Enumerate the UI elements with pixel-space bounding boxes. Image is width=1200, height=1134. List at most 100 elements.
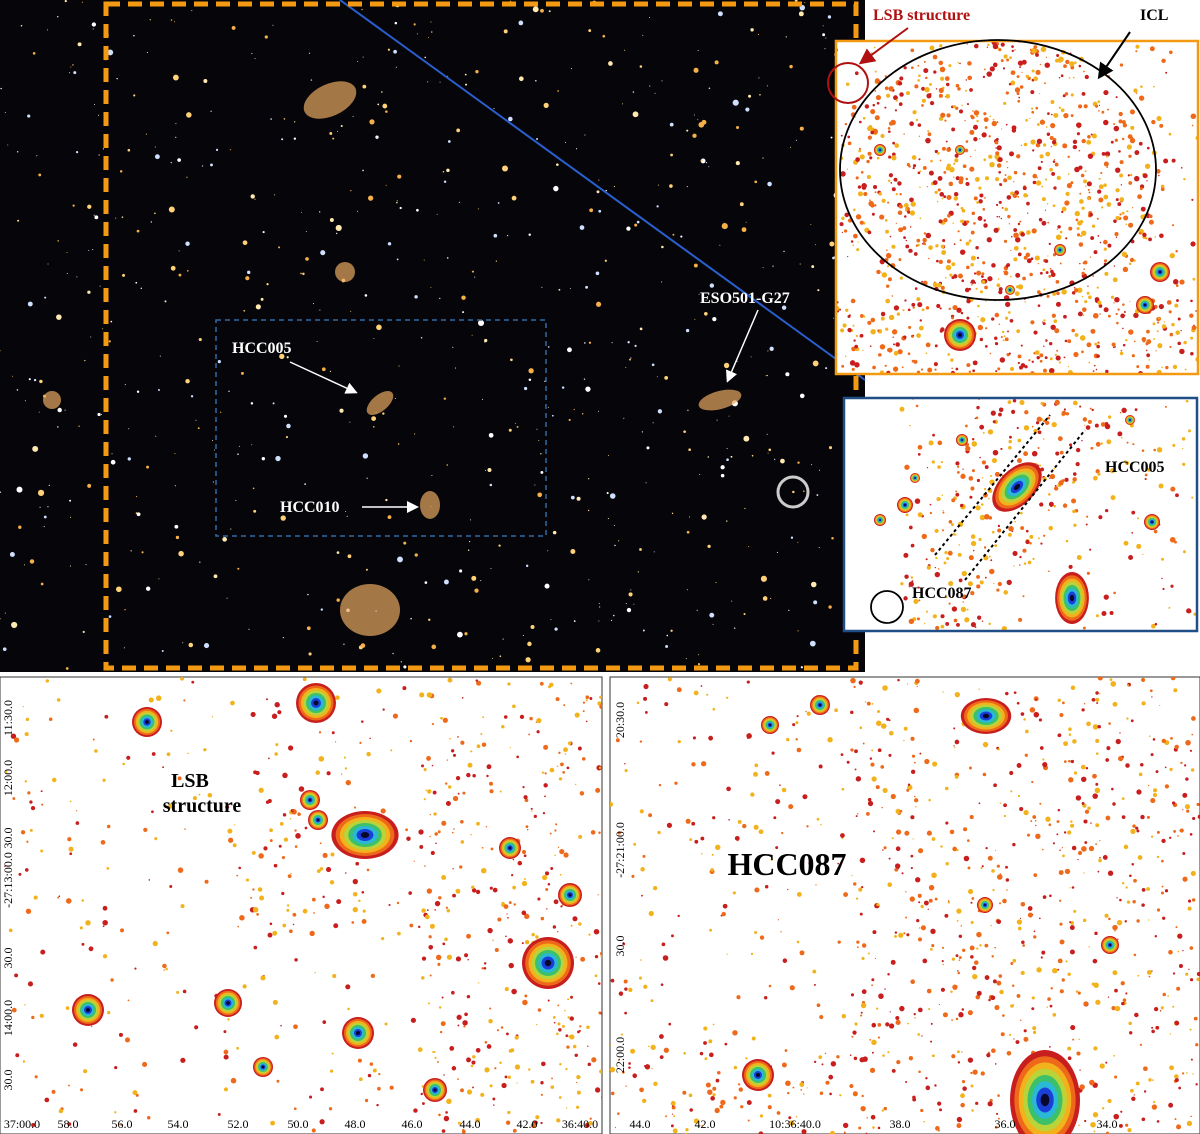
star	[4, 111, 6, 113]
star	[174, 524, 179, 529]
noise	[466, 933, 471, 939]
noise	[618, 1059, 620, 1062]
noise	[1172, 443, 1176, 447]
noise	[537, 897, 541, 901]
star	[47, 506, 49, 508]
star	[687, 409, 689, 411]
noise	[239, 915, 245, 921]
noise	[923, 622, 926, 625]
noise	[771, 751, 775, 755]
noise	[1017, 438, 1022, 443]
y-tick-label: 11:30.0	[1, 700, 15, 736]
noise	[938, 87, 944, 93]
noise	[1102, 854, 1108, 860]
star	[799, 263, 801, 265]
noise	[1126, 441, 1129, 444]
star	[528, 368, 534, 374]
noise	[507, 1075, 512, 1079]
noise	[940, 614, 945, 619]
noise	[309, 1095, 313, 1099]
noise	[996, 283, 1001, 288]
noise	[614, 1126, 617, 1129]
star	[818, 469, 820, 471]
noise	[890, 119, 896, 126]
noise	[1026, 833, 1031, 837]
noise	[1131, 510, 1136, 515]
star	[439, 297, 441, 300]
noise	[852, 324, 855, 327]
noise	[874, 78, 880, 84]
noise	[888, 314, 895, 321]
noise	[898, 258, 902, 261]
noise	[963, 855, 970, 862]
star	[598, 209, 602, 213]
noise	[1001, 330, 1005, 334]
star	[335, 224, 342, 231]
noise	[1092, 312, 1099, 319]
noise	[276, 1079, 280, 1083]
noise	[1146, 353, 1151, 358]
noise	[1023, 1036, 1029, 1042]
noise	[801, 1129, 807, 1134]
noise	[737, 820, 742, 824]
noise	[1000, 59, 1004, 63]
noise	[850, 240, 854, 243]
noise	[267, 932, 273, 938]
noise	[946, 147, 952, 152]
noise	[946, 259, 951, 264]
noise	[1169, 1065, 1174, 1071]
noise	[662, 955, 669, 961]
noise	[779, 784, 781, 786]
source	[508, 846, 512, 850]
noise	[1139, 187, 1143, 191]
noise	[1035, 106, 1039, 110]
noise	[910, 867, 913, 870]
star	[688, 448, 691, 452]
noise	[438, 896, 442, 900]
noise	[318, 756, 325, 762]
noise	[168, 803, 174, 809]
source	[768, 723, 772, 727]
noise	[715, 844, 721, 851]
star	[694, 318, 696, 320]
noise	[1109, 611, 1114, 615]
star	[540, 470, 544, 474]
hcc005-inset	[844, 398, 1197, 631]
star	[414, 295, 418, 299]
star	[186, 112, 192, 118]
noise	[1189, 1028, 1192, 1031]
noise	[885, 229, 889, 234]
noise	[936, 303, 941, 309]
noise	[948, 520, 953, 524]
noise	[944, 277, 947, 279]
noise	[1094, 297, 1100, 302]
noise	[294, 829, 297, 832]
noise	[925, 1085, 931, 1091]
star	[614, 544, 616, 547]
noise	[1031, 996, 1035, 1000]
star	[366, 477, 368, 479]
noise	[1064, 339, 1068, 343]
noise	[956, 203, 960, 206]
star	[47, 263, 49, 265]
noise	[1095, 691, 1099, 695]
noise	[1181, 437, 1186, 441]
noise	[991, 263, 996, 268]
noise	[1183, 764, 1187, 767]
noise	[550, 1085, 555, 1089]
noise	[975, 505, 981, 511]
noise	[1190, 336, 1194, 340]
noise	[369, 1062, 374, 1066]
star	[657, 409, 663, 414]
star	[493, 233, 498, 238]
noise	[1142, 553, 1144, 556]
noise	[965, 177, 969, 181]
noise	[1107, 870, 1114, 876]
noise	[1189, 946, 1194, 950]
noise	[1176, 986, 1181, 991]
noise	[292, 809, 294, 812]
noise	[1056, 291, 1060, 296]
noise	[784, 1049, 788, 1052]
noise	[1100, 171, 1103, 175]
noise	[1120, 436, 1123, 439]
